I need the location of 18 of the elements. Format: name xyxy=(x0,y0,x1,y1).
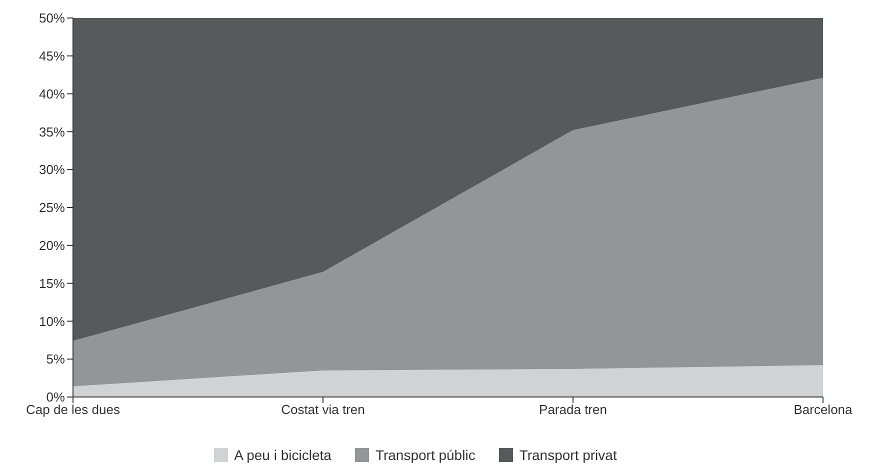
x-tick-label: Barcelona xyxy=(794,402,854,418)
y-tick-label: 5% xyxy=(46,352,66,367)
y-tick-label: 40% xyxy=(38,86,66,102)
legend-label: Transport públic xyxy=(374,447,476,463)
x-tick-label: Cap de les dues xyxy=(26,402,120,418)
y-tick-label: 20% xyxy=(38,238,66,254)
y-tick-label: 25% xyxy=(38,200,66,216)
y-tick-label: 10% xyxy=(38,314,66,329)
y-tick-label: 30% xyxy=(38,162,66,178)
y-tick-label: 35% xyxy=(38,124,66,140)
y-tick-label: 45% xyxy=(38,48,66,64)
x-tick-label: Parada tren xyxy=(539,402,607,418)
legend-label: Transport privat xyxy=(518,447,617,463)
y-tick-label: 0% xyxy=(46,390,66,405)
x-tick-label: Costat via tren xyxy=(281,402,365,418)
y-tick-label: 15% xyxy=(38,276,66,291)
y-tick-label: 50% xyxy=(38,10,66,26)
legend-label: A peu i bicicleta xyxy=(233,447,332,463)
